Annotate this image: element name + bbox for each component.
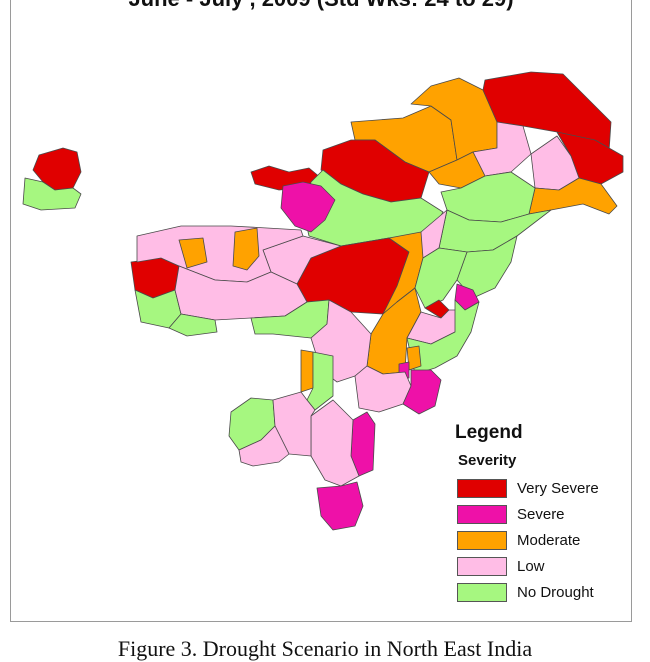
mizoram-low-south-district bbox=[310, 399, 360, 487]
legend-subtitle: Severity bbox=[458, 452, 517, 469]
legend-swatch bbox=[457, 531, 507, 550]
mizoram-severe-south-district bbox=[316, 481, 364, 531]
legend-item-severe: Severe bbox=[447, 505, 631, 531]
legend-swatch bbox=[457, 583, 507, 602]
legend-swatch bbox=[457, 479, 507, 498]
cachar-moderate-district bbox=[300, 349, 314, 393]
mizoram-severe-east-district bbox=[402, 369, 442, 415]
legend-swatch bbox=[457, 557, 507, 576]
legend-item-low: Low bbox=[447, 557, 631, 583]
legend-swatch bbox=[457, 505, 507, 524]
sikkim-south-districts bbox=[22, 177, 82, 211]
legend-label: Low bbox=[517, 558, 545, 575]
legend-label: Moderate bbox=[517, 532, 581, 549]
assam-west-central-moderate-district bbox=[232, 227, 260, 271]
map-title: June - July , 2009 (Std Wks: 24 to 29) bbox=[11, 0, 631, 12]
legend-item-moderate: Moderate bbox=[447, 531, 631, 557]
legend-title: Legend bbox=[455, 422, 523, 443]
legend-label: Very Severe bbox=[517, 480, 599, 497]
meghalaya-south-nodrought-district bbox=[168, 313, 218, 337]
manipur-nodrought-district bbox=[406, 299, 480, 375]
drought-map bbox=[22, 71, 624, 531]
assam-west-moderate-district bbox=[178, 237, 208, 269]
legend-label: No Drought bbox=[517, 584, 594, 601]
legend-label: Severe bbox=[517, 506, 565, 523]
assam-lower-west-low-region bbox=[136, 225, 304, 283]
map-frame: June - July , 2009 (Std Wks: 24 to 29) bbox=[10, 0, 632, 622]
legend-item-very-severe: Very Severe bbox=[447, 479, 631, 505]
tripura-low-south-district bbox=[238, 425, 290, 467]
assam-severe-patch-west bbox=[280, 181, 336, 233]
legend-item-no-drought: No Drought bbox=[447, 583, 631, 609]
assam-sonitpur-district bbox=[302, 169, 444, 247]
map-legend: Legend Severity Very Severe Severe Moder… bbox=[447, 422, 631, 609]
assam-east-nodrought-district bbox=[456, 235, 518, 299]
figure-caption: Figure 3. Drought Scenario in North East… bbox=[117, 636, 533, 661]
